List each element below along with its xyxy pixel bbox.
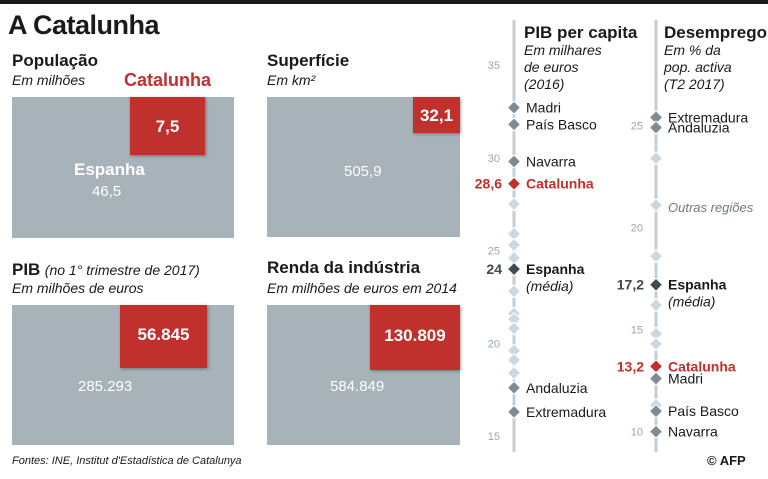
desemprego-label: País Basco [668,403,739,419]
desemprego-chart-subtitle: Em % da [664,42,721,58]
desemprego-tick-label: 25 [631,121,643,133]
pib-catalunha-box [120,305,207,368]
pib-point [506,321,522,336]
pib-label: Navarra [526,153,576,169]
desemprego-point-andaluzia [648,120,664,135]
desemprego-label: Andaluzia [668,120,730,136]
pib-point-espanha [506,261,522,277]
renda-catalunha-value: 130.809 [384,326,446,345]
pib-label: País Basco [526,116,597,132]
desemprego-chart-title: Desemprego [664,23,767,42]
pib-label: Catalunha [526,176,594,192]
pib-point [506,237,522,253]
pib-subtitle: Em milhões de euros [12,280,144,296]
pib-catalunha-value: 56.845 [137,325,190,344]
populacao-title: População [12,51,98,70]
top-rule [0,0,768,4]
pib-chart-subtitle: (2016) [524,76,564,92]
superficie-espanha-value: 505,9 [344,163,382,180]
renda-title: Renda da indústria [267,258,421,277]
pib-value-label: 28,6 [475,176,502,192]
pib-espanha-value: 285.293 [78,378,133,395]
pib-tick-label: 35 [488,60,500,72]
desemprego-tick-label: 20 [631,223,643,235]
pib-value-label: 24 [486,261,502,277]
superficie-catalunha-value: 32,1 [419,106,454,125]
desemprego-tick-label: 10 [631,427,643,439]
populacao-catalunha-box [130,97,205,155]
desemprego-label: Espanha [668,277,727,293]
pib-title-note: (no 1° trimestre de 2017) [44,262,200,278]
pib-tick-label: 30 [488,153,500,165]
pib-label: Extremadura [526,404,606,420]
superficie-catalunha-box [413,97,460,133]
desemprego-label: Navarra [668,424,718,440]
pib-point [506,196,522,212]
pib-point [506,284,522,299]
populacao-catalunha-value: 7,5 [155,117,180,136]
populacao-espanha-value: 46,5 [92,183,122,200]
renda-catalunha-box [370,305,460,370]
populacao-catalunha-label: Catalunha [124,70,212,90]
pib-chart-subtitle: de euros [524,59,578,75]
pib-sublabel: (média) [526,278,573,294]
pib-tick-label: 15 [488,431,500,443]
pib-point [506,365,522,381]
afp-credit: © AFP [707,453,746,468]
pib-tick-label: 20 [488,338,500,350]
desemprego-sublabel: (média) [668,294,715,310]
desemprego-label: Extremadura [668,109,748,125]
populacao-subtitle: Em milhões [12,72,86,88]
pib-label: Espanha [526,261,585,277]
pib-label: Andaluzia [526,380,588,396]
pib-point-extremadura [506,404,522,420]
desemprego-tick-label: 15 [631,325,643,337]
pib-label: Madri [526,100,561,116]
page-title: A Catalunha [8,10,160,40]
desemprego-point-navarra [648,424,664,439]
pib-tick-label: 25 [488,246,500,258]
desemprego-point-madri [648,371,664,386]
desemprego-chart-subtitle: pop. activa [663,59,732,75]
pib-chart-title: PIB per capita [524,23,638,42]
desemprego-point [648,248,664,264]
desemprego-annotation: Outras regiões [668,200,754,215]
pib-point-andaluzia [506,380,522,395]
desemprego-label: Madri [668,371,703,387]
pib-chart-subtitle: Em milhares [524,42,602,58]
pib-point-pa-s-basco [506,117,522,132]
desemprego-chart-subtitle: (T2 2017) [664,76,725,92]
desemprego-point-catalunha [648,359,664,374]
desemprego-point [648,297,664,313]
superficie-title: Superfície [267,51,350,70]
pib-point-catalunha [506,176,522,191]
desemprego-point [648,151,664,166]
superficie-subtitle: Em km² [267,72,316,88]
pib-point-navarra [506,154,522,169]
desemprego-label: Catalunha [668,358,736,374]
populacao-espanha-label: Espanha [74,160,145,179]
sources-footer: Fontes: INE, Institut d'Estadística de C… [12,455,242,467]
renda-espanha-value: 584.849 [330,378,385,395]
pib-point [506,352,522,368]
desemprego-value-label: 17,2 [617,277,644,293]
desemprego-point-pa-s-basco [648,403,664,419]
desemprego-point [648,197,664,213]
pib-point-madri [506,100,522,115]
renda-subtitle: Em milhões de euros em 2014 [267,280,457,296]
desemprego-point [648,336,664,352]
desemprego-point-espanha [648,277,664,292]
pib-title: PIB [12,260,41,279]
pib-title-line: PIB (no 1° trimestre de 2017) [12,260,200,280]
desemprego-value-label: 13,2 [617,358,644,374]
